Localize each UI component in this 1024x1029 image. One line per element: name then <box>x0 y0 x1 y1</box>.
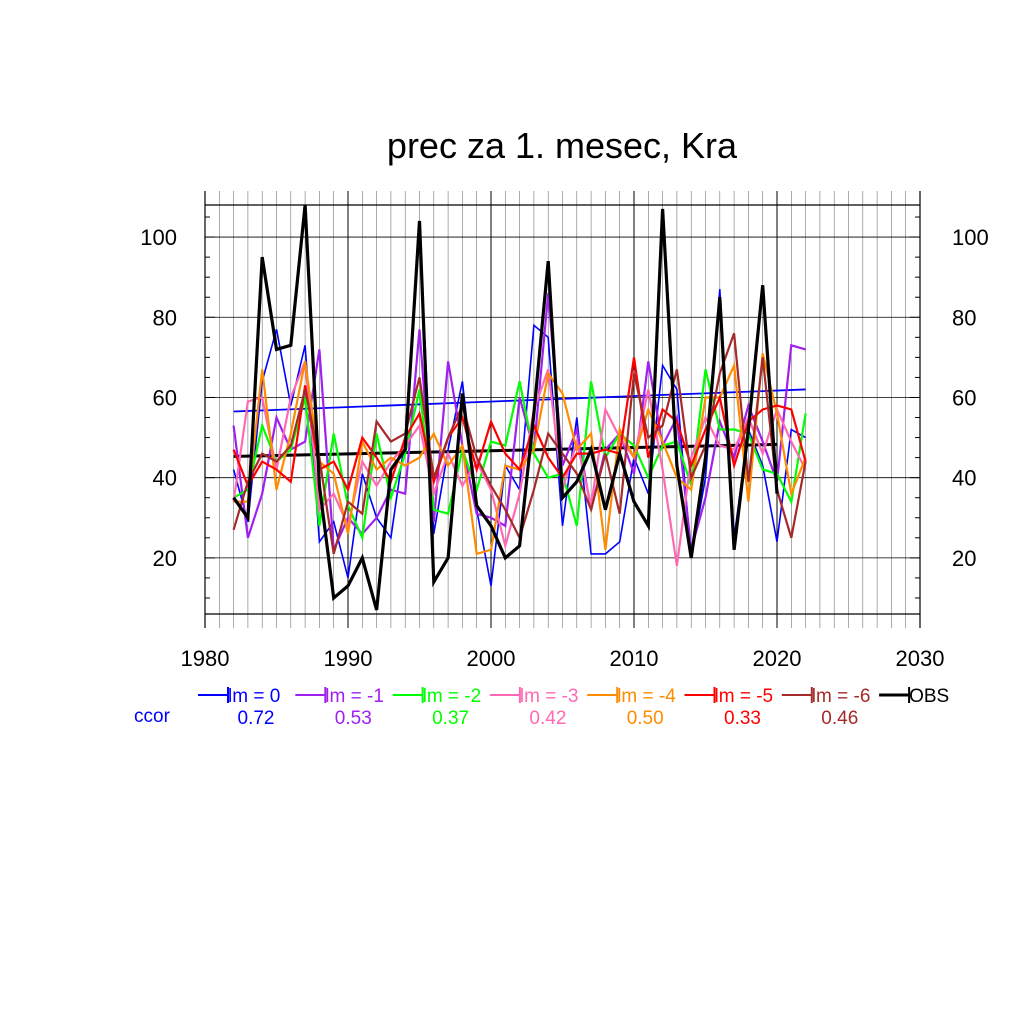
x-tick-label: 2000 <box>467 646 516 671</box>
y-tick-label-left: 20 <box>153 546 177 571</box>
correlation-value: 0.53 <box>335 708 372 729</box>
legend-label: OBS <box>909 686 949 707</box>
correlation-value: 0.42 <box>529 708 566 729</box>
correlation-value: 0.72 <box>238 708 275 729</box>
y-tick-label-left: 80 <box>153 305 177 330</box>
x-tick-label: 1980 <box>181 646 230 671</box>
legend-label: lm = -4 <box>617 686 676 707</box>
y-tick-label-right: 40 <box>952 466 976 491</box>
correlation-value: 0.46 <box>821 708 858 729</box>
y-tick-label-right: 80 <box>952 305 976 330</box>
legend-label: lm = -1 <box>325 686 384 707</box>
series-line <box>232 293 806 551</box>
legend-label: lm = -5 <box>715 686 774 707</box>
series-lines <box>232 204 807 611</box>
legend-label: lm = -6 <box>812 686 871 707</box>
x-tick-label: 2010 <box>610 646 659 671</box>
x-tick-label: 2030 <box>896 646 945 671</box>
legend-label: lm = -2 <box>423 686 482 707</box>
y-tick-label-right: 20 <box>952 546 976 571</box>
correlation-value: 0.33 <box>724 708 761 729</box>
y-tick-label-left: 100 <box>140 225 177 250</box>
y-tick-label-right: 100 <box>952 225 989 250</box>
x-tick-label: 1990 <box>324 646 373 671</box>
legend-label: lm = -3 <box>520 686 579 707</box>
series-line <box>232 204 779 611</box>
chart-title: prec za 1. mesec, Kra <box>387 125 738 166</box>
y-tick-label-left: 40 <box>153 466 177 491</box>
legend-label: lm = 0 <box>228 686 280 707</box>
y-tick-label-left: 60 <box>153 385 177 410</box>
ccor-label: ccor <box>134 706 171 727</box>
correlation-value: 0.50 <box>627 708 664 729</box>
x-tick-label: 2020 <box>753 646 802 671</box>
y-tick-label-right: 60 <box>952 385 976 410</box>
correlation-value: 0.37 <box>432 708 469 729</box>
